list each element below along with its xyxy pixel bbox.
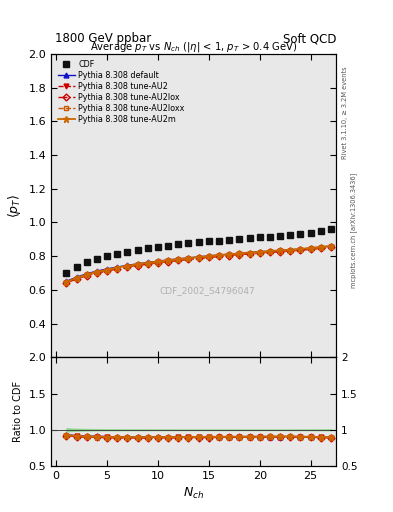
Text: CDF_2002_S4796047: CDF_2002_S4796047 (160, 286, 256, 295)
Text: mcplots.cern.ch [arXiv:1306.3436]: mcplots.cern.ch [arXiv:1306.3436] (351, 173, 357, 288)
X-axis label: $N_{ch}$: $N_{ch}$ (183, 486, 204, 501)
Y-axis label: $\langle p_T \rangle$: $\langle p_T \rangle$ (6, 194, 23, 218)
Text: 1800 GeV ppbar: 1800 GeV ppbar (55, 32, 151, 45)
Y-axis label: Ratio to CDF: Ratio to CDF (13, 381, 23, 442)
Text: Rivet 3.1.10, ≥ 3.2M events: Rivet 3.1.10, ≥ 3.2M events (342, 67, 348, 159)
Legend: CDF, Pythia 8.308 default, Pythia 8.308 tune-AU2, Pythia 8.308 tune-AU2lox, Pyth: CDF, Pythia 8.308 default, Pythia 8.308 … (55, 58, 187, 126)
Title: Average $p_T$ vs $N_{ch}$ ($|\eta|$ < 1, $p_T$ > 0.4 GeV): Average $p_T$ vs $N_{ch}$ ($|\eta|$ < 1,… (90, 40, 297, 54)
Text: Soft QCD: Soft QCD (283, 32, 336, 45)
